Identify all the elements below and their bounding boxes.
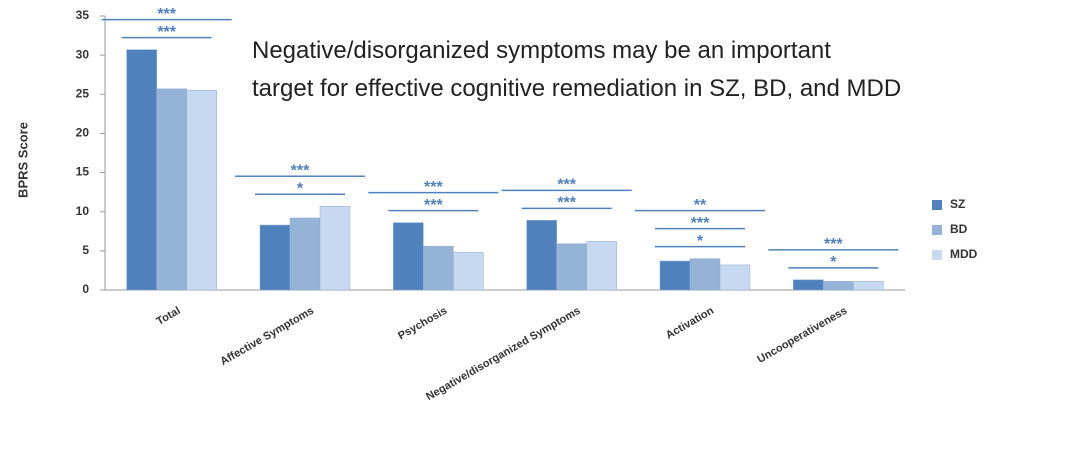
significance-label: *** <box>691 215 710 232</box>
bar <box>156 88 187 291</box>
bar <box>289 217 321 291</box>
note-line: target for effective cognitive remediati… <box>252 75 901 102</box>
significance-label: *** <box>424 179 443 196</box>
significance-label: *** <box>157 6 176 23</box>
legend-swatch <box>932 225 942 235</box>
bar <box>393 222 424 291</box>
y-tick-label: 0 <box>82 282 89 296</box>
bar <box>453 252 484 291</box>
x-tick-label: Activation <box>664 305 716 342</box>
bar <box>186 90 217 291</box>
bar <box>719 264 751 291</box>
bar <box>126 49 157 291</box>
bar <box>556 243 587 291</box>
significance-label: * <box>297 180 304 197</box>
bar <box>319 205 351 291</box>
significance-label: *** <box>291 162 310 179</box>
significance-label: * <box>697 233 704 250</box>
legend-label: BD <box>950 222 968 236</box>
bar <box>853 281 884 291</box>
significance-label: ** <box>694 197 707 214</box>
significance-label: *** <box>157 24 176 41</box>
y-tick-label: 5 <box>82 243 89 257</box>
legend-swatch <box>932 250 942 260</box>
bar <box>423 245 454 291</box>
y-axis-label: BPRS Score <box>15 122 30 198</box>
y-tick-label: 30 <box>76 47 90 61</box>
y-tick-label: 10 <box>76 204 90 218</box>
x-tick-label: Total <box>155 305 183 328</box>
y-tick-label: 15 <box>76 165 90 179</box>
bar <box>793 279 824 291</box>
bar <box>586 241 617 291</box>
bar <box>823 281 854 291</box>
significance-label: * <box>830 254 837 271</box>
legend-label: MDD <box>950 247 978 261</box>
y-tick-label: 25 <box>76 86 90 100</box>
significance-label: *** <box>424 197 443 214</box>
note-line: Negative/disorganized symptoms may be an… <box>252 37 831 64</box>
bar <box>689 258 721 291</box>
legend-swatch <box>932 200 942 210</box>
significance-label: *** <box>557 195 576 212</box>
y-tick-label: 35 <box>76 8 90 22</box>
significance-label: *** <box>824 236 843 253</box>
x-tick-label: Affective Symptoms <box>218 305 316 368</box>
bar <box>259 224 291 291</box>
legend-label: SZ <box>950 197 965 211</box>
x-tick-label: Uncooperativeness <box>755 305 849 366</box>
bar <box>526 220 557 291</box>
x-tick-label: Psychosis <box>396 305 449 343</box>
bar <box>659 260 691 291</box>
significance-label: *** <box>557 177 576 194</box>
x-tick-label: Negative/disorganized Symptoms <box>424 305 582 403</box>
y-tick-label: 20 <box>76 126 90 140</box>
